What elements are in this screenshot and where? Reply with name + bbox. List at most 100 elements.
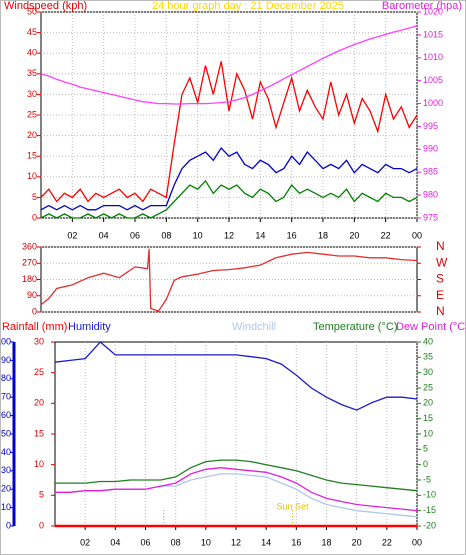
y2-tick-label: -10 [423,490,436,500]
x-tick-label: 06 [130,230,140,240]
y-tick-label: 20 [1,484,11,494]
y3-tick-label: 0 [39,520,44,530]
x-tick-label: 22 [382,537,392,547]
series-label: Rainfall (mm) [2,321,67,333]
y3-tick-label: 25 [34,367,44,377]
y-tick-label: 5 [32,192,37,202]
chart-title: 24 hour graph day : 21 December 2025 [152,0,344,12]
y2-tick-label: 30 [423,367,433,377]
y-tick-label: 40 [27,48,37,58]
baro-axis-title: Barometer (hpa) [382,0,462,12]
y2-tick-label: N [436,304,445,318]
x-tick-label: 02 [80,537,90,547]
y-tick-label: 35 [27,68,37,78]
series-line [55,467,418,512]
x-tick-label: 06 [140,537,150,547]
y2-tick-label: 995 [423,121,438,131]
y-tick-label: 90 [27,290,37,300]
y-tick-label: 60 [1,410,11,420]
y-tick-label: 180 [22,274,37,284]
x-tick-label: 14 [255,230,265,240]
y-tick-label: 100 [0,336,11,346]
x-tick-label: 12 [231,537,241,547]
y2-tick-label: N [436,239,445,253]
y2-tick-label: 1010 [423,52,443,62]
y2-tick-label: 1000 [423,98,443,108]
series-line [40,248,418,312]
y-tick-label: 90 [1,355,11,365]
x-tick-label: 00 [412,537,422,547]
y-tick-label: 0 [6,520,11,530]
y-tick-label: 70 [1,392,11,402]
series-line [40,146,418,211]
x-tick-label: 00 [412,230,422,240]
y-tick-label: 360 [22,241,37,251]
series-line [54,341,418,411]
y2-tick-label: 20 [423,398,433,408]
x-tick-label: 14 [261,537,271,547]
y-tick-label: 270 [22,258,37,268]
series-label: Windchill [232,321,276,333]
x-tick-label: 08 [161,230,171,240]
y-tick-label: 45 [27,27,37,37]
series-line [55,459,418,492]
x-tick-label: 08 [171,537,181,547]
y-tick-label: 50 [1,428,11,438]
y2-tick-label: 40 [423,336,433,346]
y2-tick-label: -20 [423,520,436,530]
x-tick-label: 02 [67,230,77,240]
x-tick-label: 10 [201,537,211,547]
series-line [40,25,418,105]
wind-axis-title: Windspeed (kph) [4,0,87,12]
x-tick-label: 20 [349,230,359,240]
y-tick-label: 15 [27,151,37,161]
y2-tick-label: 1015 [423,29,443,39]
y-tick-label: 10 [1,502,11,512]
y2-tick-label: 990 [423,144,438,154]
y-tick-label: 10 [27,171,37,181]
y2-tick-label: 985 [423,167,438,177]
x-tick-label: 22 [381,230,391,240]
annotation: Sun Set [277,501,310,511]
y2-tick-label: 1005 [423,75,443,85]
y2-tick-label: 5 [423,444,428,454]
y2-tick-label: W [436,255,448,269]
y-tick-label: 80 [1,373,11,383]
y2-tick-label: 35 [423,352,433,362]
y2-tick-label: S [436,272,444,286]
y3-tick-label: 10 [34,459,44,469]
y-tick-label: 30 [27,89,37,99]
y-tick-label: 25 [27,109,37,119]
y-tick-label: 0 [32,306,37,316]
y-tick-label: 0 [32,212,37,222]
y2-tick-label: 10 [423,428,433,438]
y2-tick-label: 25 [423,382,433,392]
y2-tick-label: 0 [423,459,428,469]
series-label: Humidity [68,321,111,333]
y-tick-label: 20 [27,130,37,140]
x-tick-label: 12 [224,230,234,240]
series-line [40,179,418,219]
series-label: Dew Point (°C) [396,321,466,333]
x-tick-label: 10 [193,230,203,240]
y2-tick-label: 1020 [423,6,443,16]
x-tick-label: 18 [318,230,328,240]
y-tick-label: 50 [27,6,37,16]
y3-tick-label: 30 [34,336,44,346]
series-label: Temperature (°C) [313,321,397,333]
y2-tick-label: 15 [423,413,433,423]
y3-tick-label: 5 [39,490,44,500]
y2-tick-label: E [436,288,444,302]
x-tick-label: 04 [99,230,109,240]
x-tick-label: 04 [110,537,120,547]
x-tick-label: 16 [287,230,297,240]
y2-tick-label: 975 [423,212,438,222]
x-tick-label: 18 [321,537,331,547]
y-tick-label: 30 [1,465,11,475]
y2-tick-label: -15 [423,505,436,515]
series-line [40,61,418,203]
y2-tick-label: 980 [423,189,438,199]
y3-tick-label: 20 [34,398,44,408]
x-tick-label: 16 [291,537,301,547]
